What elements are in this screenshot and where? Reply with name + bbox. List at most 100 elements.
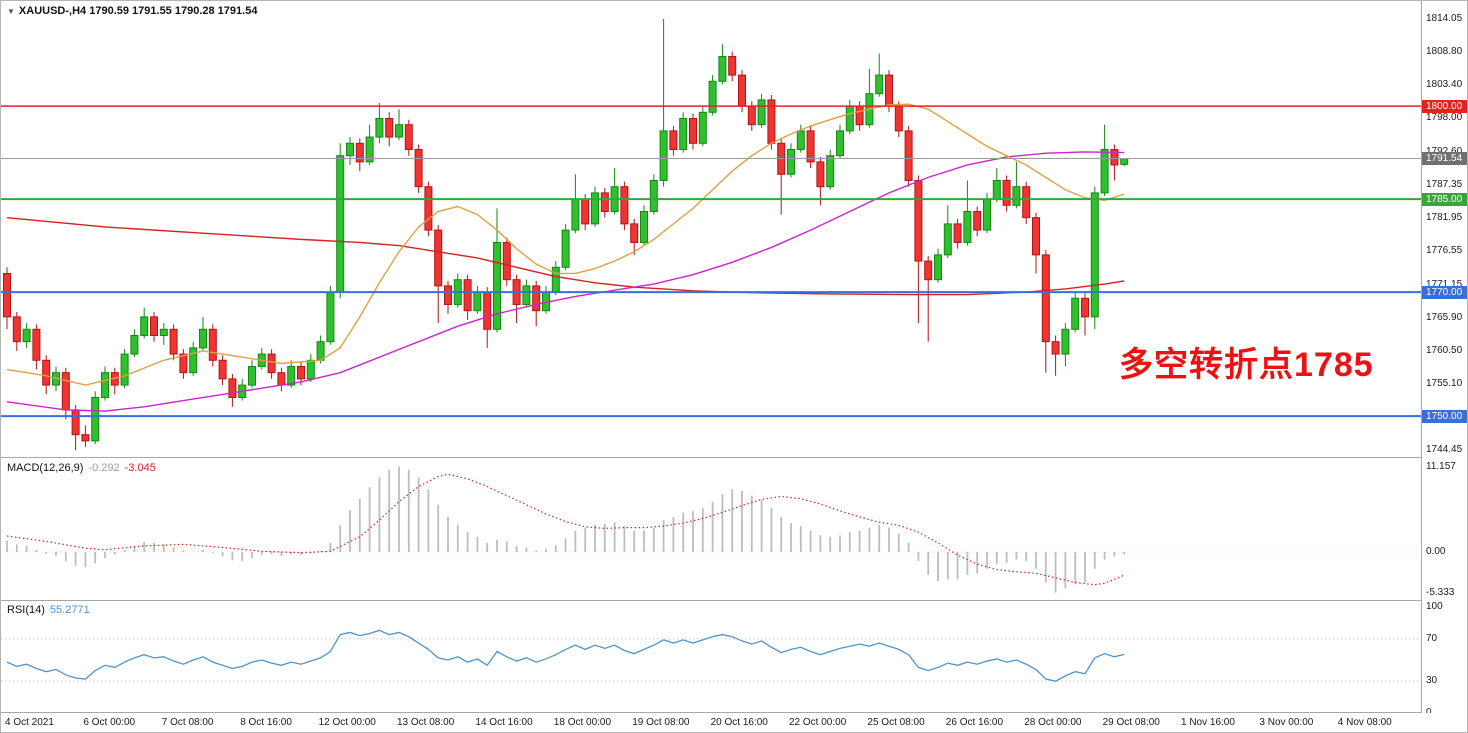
candle-body	[924, 260, 933, 281]
candle	[669, 125, 678, 156]
candle	[826, 149, 835, 190]
candle-body	[953, 223, 962, 243]
time-label: 18 Oct 00:00	[553, 717, 612, 728]
price-axis[interactable]: 1814.05 1808.80 1803.40 1798.00 1792.60 1787.…	[1421, 1, 1467, 718]
time-label: 29 Oct 08:00	[1102, 717, 1160, 728]
candle-body	[385, 117, 394, 138]
time-label: 6 Oct 00:00	[83, 717, 136, 728]
candle	[169, 324, 178, 361]
axis-tick: 1787.35	[1426, 178, 1463, 190]
candle-body	[1061, 328, 1070, 355]
candle-body	[649, 179, 658, 212]
candle-body	[463, 279, 472, 312]
candle-body	[1090, 192, 1099, 318]
time-label: 1 Nov 16:00	[1181, 717, 1235, 728]
candle	[914, 175, 923, 324]
candle	[943, 205, 952, 258]
candle-body	[287, 365, 296, 386]
macd-indicator-label: MACD(12,26,9) -0.292 -3.045	[7, 462, 156, 474]
candle-body	[91, 396, 100, 442]
candle-body	[914, 179, 923, 262]
time-label: 4 Oct 2021	[5, 717, 54, 728]
annotation-text[interactable]: 多空转折点1785	[1119, 346, 1374, 384]
candle-body	[22, 328, 31, 343]
candle	[159, 323, 168, 345]
panel-separator[interactable]	[1, 600, 1467, 601]
time-label: 19 Oct 08:00	[632, 717, 690, 728]
candle-body	[1051, 341, 1060, 355]
candle-body	[150, 316, 158, 336]
price-level-label: 1750.00	[1422, 409, 1467, 423]
candle-body	[1120, 158, 1129, 165]
candle-body	[1110, 148, 1119, 166]
candle-body	[483, 291, 492, 330]
axis-tick: 30	[1426, 675, 1438, 687]
candle	[610, 168, 619, 215]
candle-body	[502, 241, 511, 281]
time-axis[interactable]: 4 Oct 2021 6 Oct 00:00 7 Oct 08:00 8 Oct 16…	[1, 713, 1467, 732]
macd-signal-value: -3.045	[124, 462, 156, 474]
candle	[463, 274, 472, 320]
candle-body	[277, 372, 286, 386]
time-label: 13 Oct 08:00	[397, 717, 455, 728]
ma-line-fast-orange	[6, 103, 1125, 386]
candle	[953, 218, 962, 249]
candle-body	[424, 186, 433, 231]
candle-body	[228, 378, 237, 398]
candle-body	[757, 99, 766, 126]
candle-body	[395, 124, 403, 138]
candle	[1041, 249, 1050, 373]
candle	[1100, 124, 1109, 196]
candle	[424, 181, 433, 237]
panel-separator[interactable]	[1, 457, 1467, 458]
price-chart[interactable]	[1, 1, 1421, 713]
candle-body	[169, 328, 178, 355]
panel-separator[interactable]	[1, 712, 1467, 713]
candle-body	[42, 359, 51, 386]
candle-body	[728, 55, 737, 76]
candle	[522, 279, 531, 308]
candle-body	[689, 117, 697, 144]
time-label: 20 Oct 16:00	[710, 717, 768, 728]
candle-body	[61, 372, 70, 411]
candle-body	[71, 409, 80, 436]
candle-body	[708, 80, 717, 113]
candle	[787, 143, 795, 178]
candle	[865, 68, 874, 128]
axis-tick: 1776.55	[1426, 245, 1463, 257]
candle-body	[414, 148, 423, 188]
candle	[257, 347, 266, 370]
candle	[1022, 181, 1031, 224]
candle	[502, 237, 511, 286]
candle-body	[365, 136, 374, 163]
candle	[591, 186, 599, 227]
time-label: 12 Oct 00:00	[318, 717, 376, 728]
candle-body	[992, 179, 1001, 200]
candle	[71, 404, 80, 451]
candle-body	[718, 55, 727, 82]
candle-body	[816, 161, 825, 188]
candle	[385, 112, 394, 147]
candle	[620, 181, 629, 231]
candle	[1071, 292, 1080, 333]
candle-body	[316, 341, 325, 361]
candle-body	[894, 105, 903, 132]
candle	[551, 261, 560, 296]
candle-body	[630, 223, 639, 243]
candle-body	[346, 142, 354, 157]
candle-body	[1081, 297, 1089, 318]
candle-body	[1022, 186, 1031, 219]
candle	[395, 109, 403, 141]
time-label: 14 Oct 16:00	[475, 717, 533, 728]
candle-body	[326, 291, 335, 343]
axis-tick: 1814.05	[1426, 12, 1463, 24]
candle	[110, 367, 119, 395]
time-label: 26 Oct 16:00	[945, 717, 1004, 728]
candle	[1051, 335, 1060, 376]
candle	[679, 112, 688, 153]
candle	[1110, 144, 1119, 181]
candle	[973, 206, 982, 237]
candle	[708, 75, 717, 116]
chart-menu-arrow-icon[interactable]: ▼	[7, 6, 15, 16]
candle	[473, 285, 482, 314]
